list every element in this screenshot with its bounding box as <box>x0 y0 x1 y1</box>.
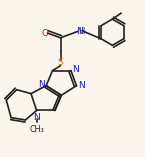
Text: O: O <box>41 29 48 38</box>
Text: CH₃: CH₃ <box>30 125 44 134</box>
Text: H: H <box>79 27 85 36</box>
Text: S: S <box>58 58 63 67</box>
Text: N: N <box>72 65 79 74</box>
Text: N: N <box>78 81 85 90</box>
Text: N: N <box>33 113 40 122</box>
Text: N: N <box>76 27 83 36</box>
Text: N: N <box>38 80 45 89</box>
